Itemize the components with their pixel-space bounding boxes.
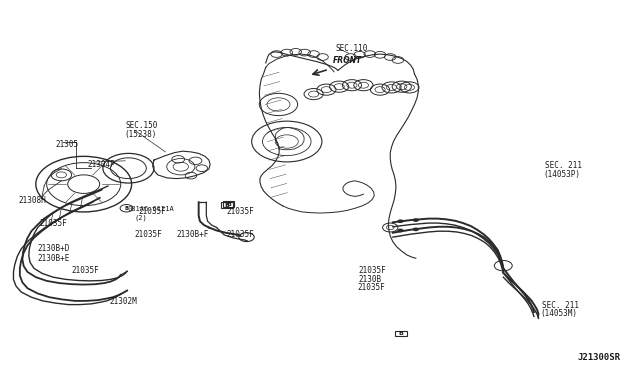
Text: B: B [227,202,231,207]
Text: 21035F: 21035F [357,283,385,292]
Text: SEC. 211: SEC. 211 [542,301,579,310]
Text: B: B [399,331,404,336]
Text: (2): (2) [135,215,148,221]
Circle shape [397,219,404,223]
Text: 21305: 21305 [56,140,79,149]
Text: SEC.110: SEC.110 [335,44,368,52]
Text: 2130B: 2130B [358,275,381,284]
Text: (14053M): (14053M) [540,310,577,318]
Text: J21300SR: J21300SR [577,353,620,362]
Text: B: B [225,203,229,208]
Text: 21035F: 21035F [39,219,67,228]
Text: 2130B+D: 2130B+D [38,244,70,253]
Text: (14053P): (14053P) [543,170,580,179]
Text: 081A6-6121A: 081A6-6121A [127,206,174,212]
Text: 21035F: 21035F [135,230,163,239]
Text: 21035F: 21035F [227,207,255,216]
Text: (15238): (15238) [125,130,157,140]
Text: 21035F: 21035F [71,266,99,275]
Text: 21304P: 21304P [88,160,115,169]
Text: 2130B+F: 2130B+F [176,230,209,240]
Text: 21302M: 21302M [109,297,137,306]
Text: SEC. 211: SEC. 211 [545,161,582,170]
Text: SEC.150: SEC.150 [126,122,158,131]
Circle shape [413,228,419,231]
Text: 21035F: 21035F [358,266,386,275]
Text: FRONT: FRONT [333,56,362,65]
Circle shape [397,229,404,232]
Text: 21035F: 21035F [138,207,166,216]
Text: B: B [125,206,129,211]
Text: 21308H: 21308H [19,196,46,205]
Text: 2130B+E: 2130B+E [38,254,70,263]
Text: 21035F: 21035F [227,230,255,239]
Circle shape [413,218,419,222]
